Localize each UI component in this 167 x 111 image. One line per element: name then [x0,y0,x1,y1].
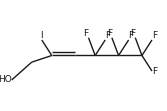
Text: F: F [130,29,135,38]
Text: F: F [105,31,110,40]
Text: F: F [152,66,157,76]
Text: F: F [152,31,157,40]
Text: F: F [129,31,134,40]
Text: F: F [107,29,112,38]
Text: I: I [40,31,43,40]
Text: F: F [83,29,89,38]
Text: HO: HO [0,75,12,84]
